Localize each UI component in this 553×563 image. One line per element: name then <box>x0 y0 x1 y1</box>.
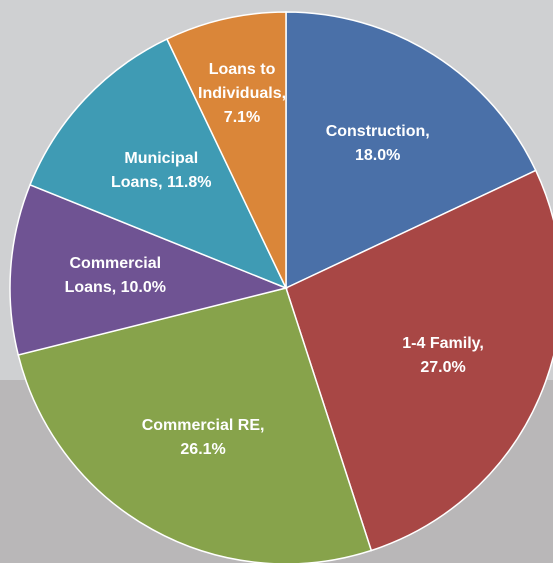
pie-slice <box>285 169 553 552</box>
pie-slice <box>165 11 287 289</box>
slice-label: 1-4 Family, 27.0% <box>402 334 484 376</box>
slice-label: Municipal Loans, 11.8% <box>111 149 212 191</box>
pie-slice <box>9 183 289 356</box>
slice-label: Commercial Loans, 10.0% <box>64 255 166 297</box>
pie-slice <box>17 287 373 563</box>
pie-slice <box>285 11 537 290</box>
slice-label: Construction, 18.0% <box>325 122 430 164</box>
slice-label: Commercial RE, 26.1% <box>141 416 265 458</box>
slice-label: Loans to Individuals, 7.1% <box>198 61 287 127</box>
pie-slice <box>29 38 288 290</box>
